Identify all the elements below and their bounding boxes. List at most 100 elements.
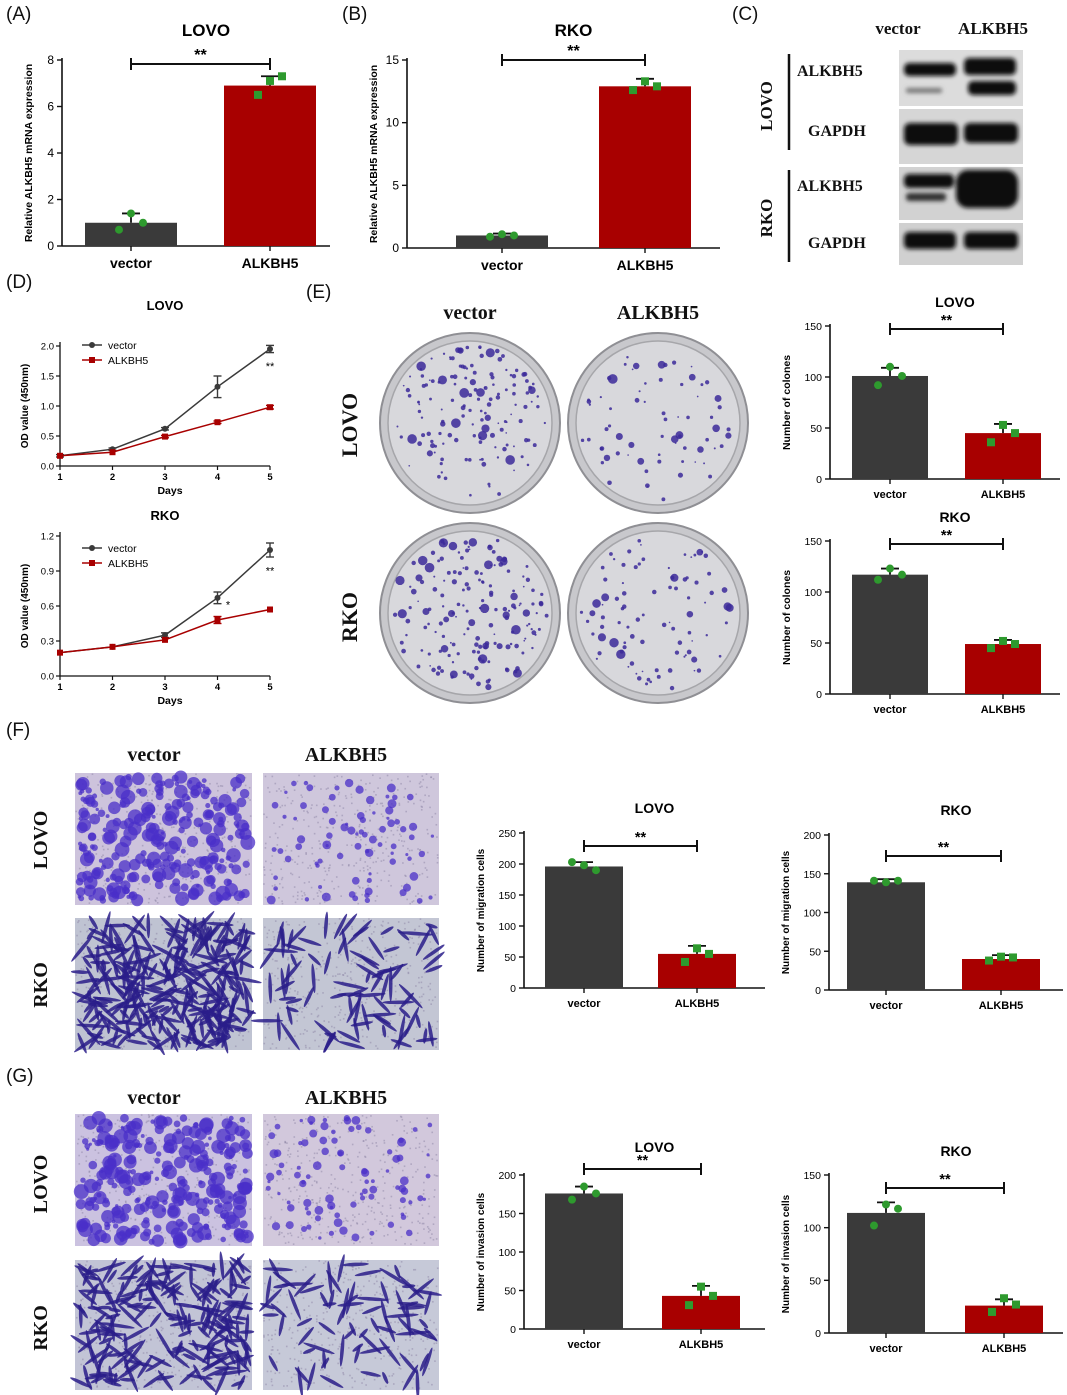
colony [505, 455, 515, 465]
cell [77, 895, 82, 899]
cell [159, 958, 176, 983]
cell [397, 1137, 406, 1147]
speck [359, 958, 362, 961]
colony [475, 635, 481, 641]
cell [304, 897, 310, 902]
speck [408, 1019, 411, 1022]
cell [155, 1328, 175, 1359]
speck [322, 817, 324, 820]
data-point [580, 1182, 588, 1191]
y-tick-label: 250 [498, 828, 516, 840]
colony [627, 665, 630, 668]
cell [162, 1199, 168, 1205]
cell [300, 802, 307, 810]
cell [85, 787, 92, 794]
speck [384, 955, 387, 957]
speck [432, 778, 435, 780]
cell [388, 966, 393, 1002]
colony [437, 474, 441, 479]
speck [394, 990, 397, 993]
speck [245, 1281, 248, 1284]
colony [485, 683, 492, 691]
speck [382, 1175, 384, 1178]
speck [292, 977, 294, 980]
speck [429, 941, 432, 943]
speck [350, 1181, 353, 1184]
colony [489, 432, 495, 438]
western-col-alkbh5: ALKBH5 [958, 19, 1028, 38]
speck [119, 1330, 122, 1332]
speck [207, 850, 209, 852]
speck [274, 832, 277, 835]
colony [487, 678, 491, 682]
colony [447, 653, 451, 658]
cell [400, 1214, 407, 1220]
colony [430, 379, 435, 384]
cell [170, 930, 188, 943]
speck [148, 1116, 150, 1119]
colony [427, 652, 431, 656]
speck [101, 855, 103, 858]
colony [657, 459, 662, 464]
speck [235, 1239, 238, 1241]
migration-col-vector: vector [127, 744, 180, 766]
speck [217, 873, 220, 875]
colony [468, 408, 472, 413]
cell [179, 1178, 188, 1187]
speck [280, 878, 283, 881]
cell [406, 793, 414, 801]
colony [484, 560, 493, 570]
speck [197, 1386, 199, 1388]
data-point [267, 346, 273, 352]
colony [424, 562, 435, 573]
speck [314, 1221, 316, 1223]
cell [127, 1186, 132, 1191]
speck [404, 1021, 406, 1024]
speck [247, 797, 250, 799]
speck [82, 1358, 84, 1361]
speck [186, 853, 189, 856]
speck [159, 813, 162, 816]
speck [267, 972, 270, 975]
colony [626, 356, 629, 359]
colony [477, 657, 482, 661]
cell [186, 777, 201, 791]
cell [159, 915, 178, 933]
colony [470, 363, 474, 368]
colony [511, 373, 517, 379]
speck [399, 833, 401, 836]
speck [83, 885, 86, 888]
x-tick-label: 3 [162, 472, 167, 483]
speck [271, 983, 274, 986]
chart-title: LOVO [182, 21, 230, 40]
speck [271, 972, 273, 975]
speck [333, 804, 336, 807]
speck [209, 820, 211, 823]
speck [305, 1137, 308, 1139]
cell [334, 1212, 341, 1219]
x-tick-label: vector [110, 255, 153, 271]
speck [415, 1026, 418, 1029]
speck [423, 1228, 425, 1230]
speck [386, 836, 389, 839]
chart-title: RKO [940, 802, 971, 818]
speck [235, 1160, 238, 1162]
speck [247, 1030, 250, 1033]
speck [397, 789, 399, 791]
colony [661, 622, 667, 628]
colony [441, 605, 445, 608]
cell [77, 1335, 99, 1353]
cell [365, 795, 375, 805]
speck [339, 1019, 342, 1021]
cell [369, 1230, 375, 1236]
speck [161, 827, 164, 830]
colony [537, 627, 541, 631]
speck [102, 848, 105, 851]
speck [321, 861, 324, 863]
speck [187, 1212, 189, 1215]
data-point [510, 231, 518, 240]
cell [170, 1001, 185, 1025]
y-axis-label: Relative ALKBH5 mRNA expression [368, 65, 380, 243]
speck [309, 1314, 311, 1317]
